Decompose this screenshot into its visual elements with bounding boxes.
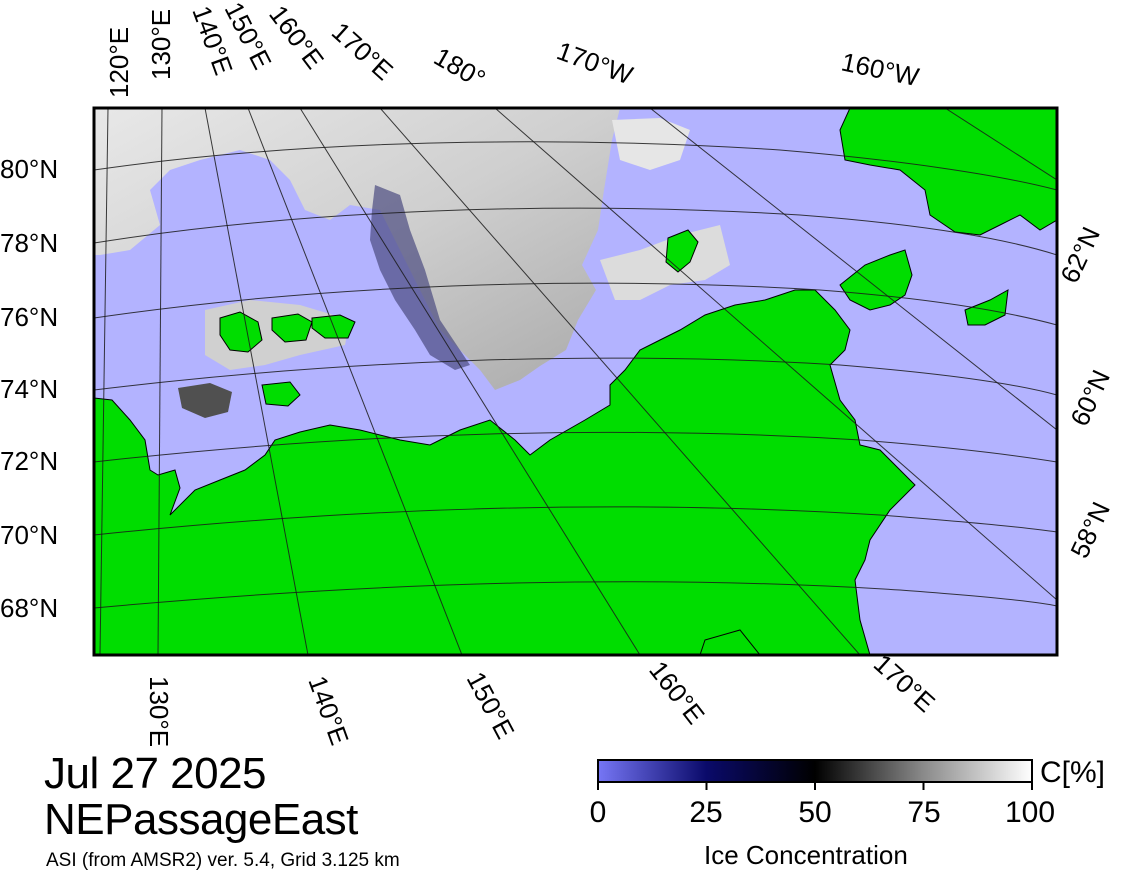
top-longitude-labels: 120°E 130°E 140°E 150°E 160°E 170°E 180°… <box>104 0 922 98</box>
land-far-east-corner <box>699 629 761 655</box>
bottom-label-160e: 160°E <box>643 655 710 730</box>
top-label-130e: 130°E <box>146 9 176 80</box>
colorbar-unit-label: C[%] <box>1040 756 1106 789</box>
left-latitude-labels: 80°N 78°N 76°N 74°N 72°N 70°N 68°N <box>0 154 58 623</box>
land-st-lawrence <box>964 289 1009 326</box>
land-small-island <box>261 381 301 407</box>
colorbar-tick-75: 75 <box>907 796 941 829</box>
colorbar-gradient <box>597 759 1033 783</box>
sea-ice-pack <box>94 108 620 390</box>
meridian-160w <box>944 108 1057 181</box>
land-new-siberian-islands <box>219 311 356 353</box>
sea-ice-floe-small <box>178 383 232 418</box>
map-frame <box>92 106 1059 657</box>
right-label-60n: 60°N <box>1064 365 1116 430</box>
graticule <box>94 108 1057 655</box>
region-title: NEPassageEast <box>44 795 358 844</box>
top-label-160e: 160°E <box>263 0 330 74</box>
date-title: Jul 27 2025 <box>44 749 267 798</box>
parallel-78n <box>94 207 1057 256</box>
left-label-80n: 80°N <box>0 154 58 184</box>
top-label-160w: 160°W <box>839 47 922 93</box>
right-label-58n: 58°N <box>1064 497 1116 562</box>
top-label-120e: 120°E <box>104 27 134 98</box>
left-label-78n: 78°N <box>0 228 58 258</box>
meridian-130e <box>157 108 163 655</box>
left-label-68n: 68°N <box>0 593 58 623</box>
meridian-170e <box>379 108 861 655</box>
colorbar-tick-25: 25 <box>689 796 723 829</box>
colorbar-title: Ice Concentration <box>704 840 908 870</box>
sea-ice-dark-edge <box>370 185 470 370</box>
bottom-label-170e: 170°E <box>868 648 941 718</box>
top-label-170w: 170°W <box>553 35 637 90</box>
bottom-longitude-labels: 130°E 140°E 150°E 160°E 170°E <box>144 648 941 749</box>
colorbar-tick-0: 0 <box>589 796 607 829</box>
top-label-170e: 170°E <box>326 16 399 86</box>
bottom-label-150e: 150°E <box>461 667 521 744</box>
parallel-74n <box>94 357 1057 396</box>
left-label-76n: 76°N <box>0 302 58 332</box>
parallel-76n <box>94 282 1057 326</box>
right-label-62n: 62°N <box>1054 222 1106 287</box>
colorbar-tick-50: 50 <box>798 796 832 829</box>
meridian-120e <box>99 108 109 655</box>
parallel-70n <box>94 506 1057 536</box>
colorbar-ticks <box>597 782 1033 790</box>
left-label-74n: 74°N <box>0 374 58 404</box>
parallel-72n <box>94 431 1057 463</box>
meridian-150e <box>247 108 463 655</box>
bottom-label-130e: 130°E <box>144 676 174 747</box>
bottom-label-140e: 140°E <box>302 672 355 749</box>
meridian-160e <box>299 108 641 655</box>
land-chukotka <box>839 249 913 311</box>
colorbar-tick-100: 100 <box>1004 796 1056 829</box>
parallel-68n <box>94 581 1057 609</box>
left-label-72n: 72°N <box>0 446 58 476</box>
right-latitude-labels: 62°N 60°N 58°N <box>1054 222 1116 562</box>
map-area <box>94 108 1057 655</box>
data-source-caption: ASI (from AMSR2) ver. 5.4, Grid 3.125 km <box>46 850 400 871</box>
meridian-140e <box>204 108 309 655</box>
meridian-170w <box>649 108 1057 431</box>
meridian-180 <box>494 108 1057 601</box>
top-label-180: 180° <box>429 41 491 94</box>
parallel-80n <box>94 141 1057 191</box>
land-wrangel-island <box>665 229 699 273</box>
land-siberia <box>94 289 916 655</box>
left-label-70n: 70°N <box>0 520 58 550</box>
